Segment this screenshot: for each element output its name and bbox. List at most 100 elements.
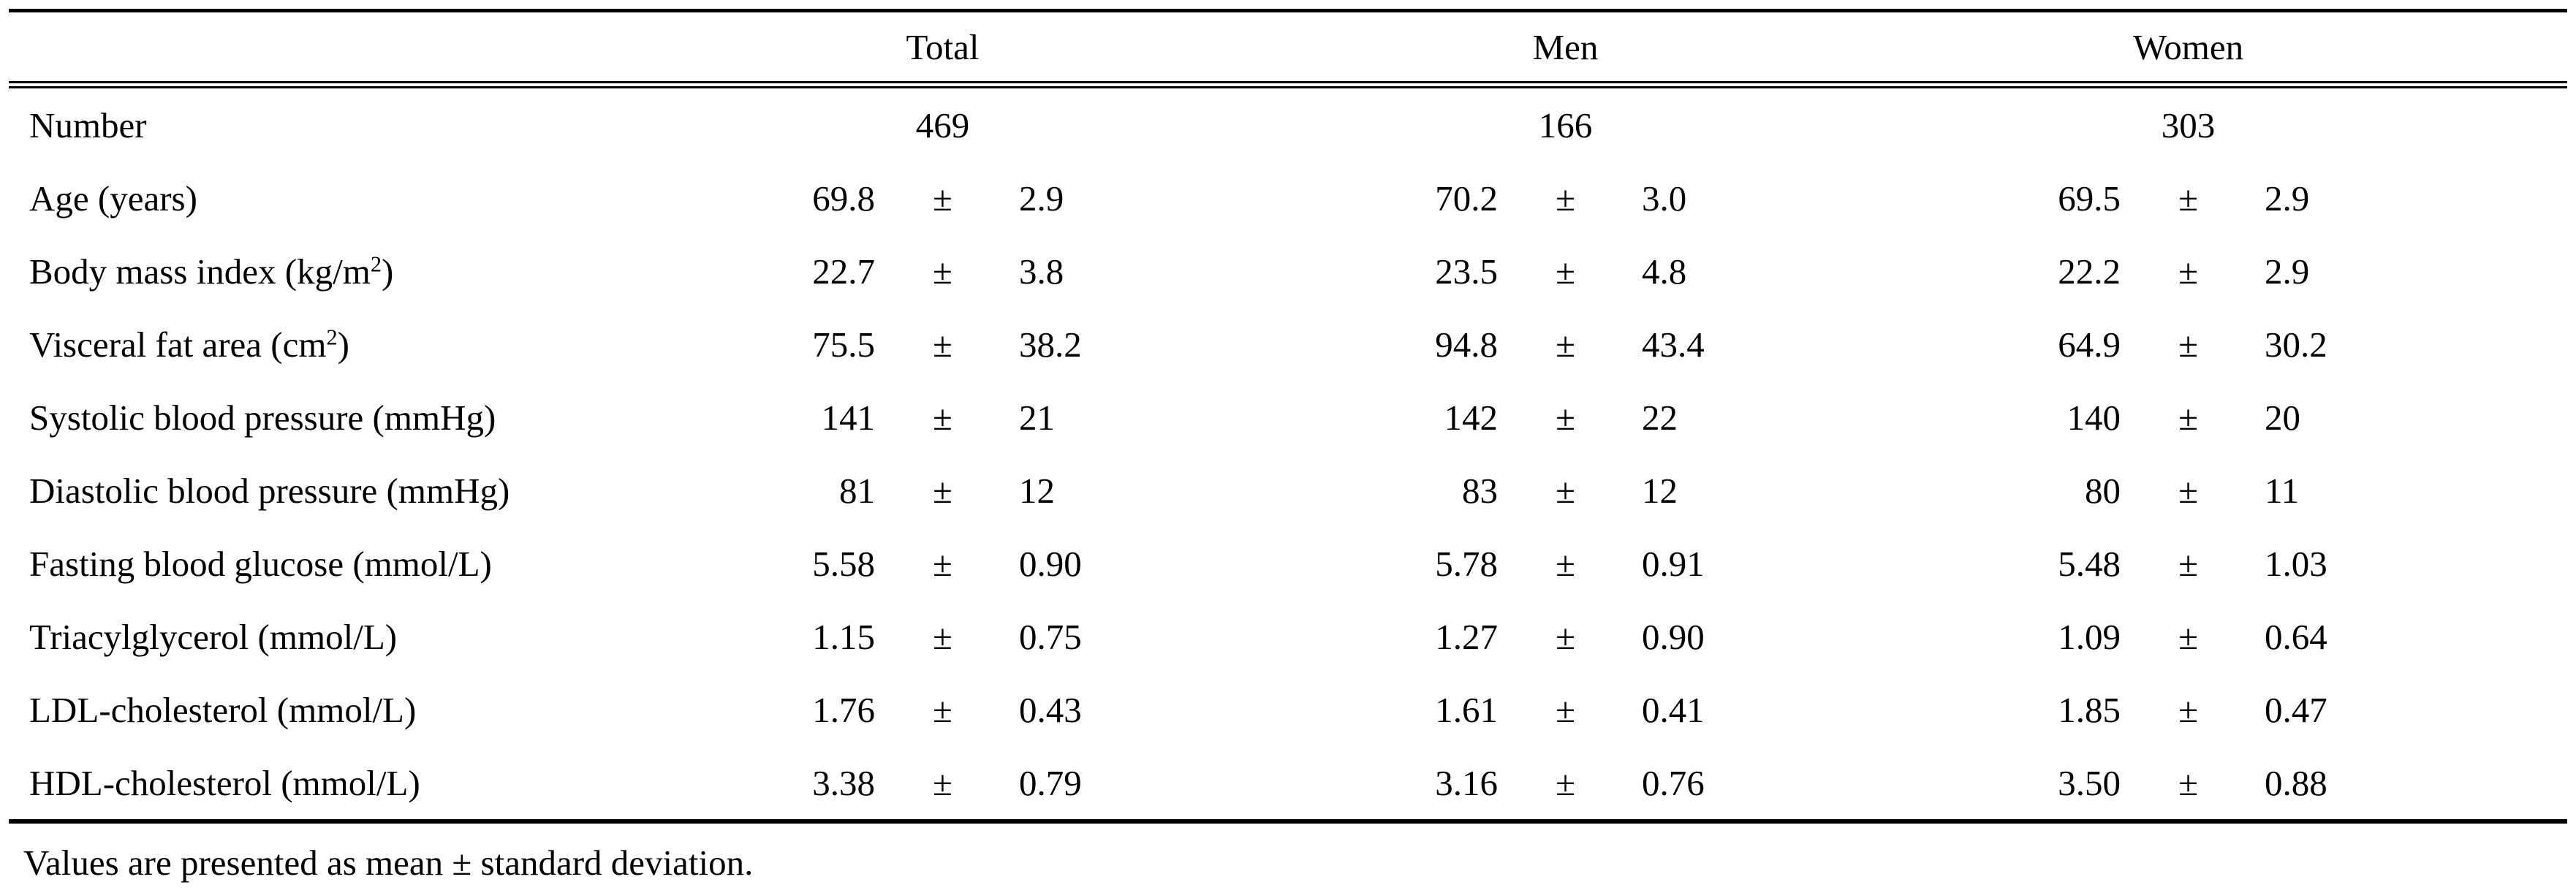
cell-total-mean: 3.38 <box>700 746 904 824</box>
plus-minus: ± <box>1556 324 1575 365</box>
group-header-total: Total <box>700 10 1186 88</box>
plus-minus: ± <box>933 543 952 584</box>
row-label: Triacylglycerol (mmol/L) <box>29 616 398 657</box>
cell-men-mean: 23.5 <box>1435 251 1499 292</box>
plus-minus: ± <box>2178 470 2198 511</box>
table-row: Fasting blood glucose (mmol/L) 5.58 ± 0.… <box>9 527 2567 600</box>
header-gap <box>1808 10 1946 88</box>
cell-men-mean: 1.27 <box>1435 616 1499 657</box>
cell-men-mean: 94.8 <box>1435 324 1499 365</box>
cell-total-sd: 2.9 <box>1019 178 1064 218</box>
row-label: Systolic blood pressure (mmHg) <box>29 397 496 438</box>
plus-minus: ± <box>1556 397 1575 438</box>
cell-total-sd: 3.8 <box>1019 251 1064 292</box>
cell-total-mean: 5.58 <box>812 543 875 584</box>
cell-women-sd: 11 <box>2265 470 2300 511</box>
cell-number-women: 303 <box>2161 104 2216 145</box>
plus-minus: ± <box>2178 251 2198 292</box>
table-row: Diastolic blood pressure (mmHg) 81 ± 12 … <box>9 454 2567 527</box>
row-label: Age (years) <box>29 178 197 218</box>
row-label: Visceral fat area (cm2) <box>29 324 349 365</box>
cell-women-mean: 69.5 <box>2058 178 2121 218</box>
plus-minus: ± <box>2178 324 2198 365</box>
plus-minus: ± <box>933 251 952 292</box>
cell-men-mean: 142 <box>1444 397 1499 438</box>
plus-minus: ± <box>1556 251 1575 292</box>
cell-total-mean: 1.15 <box>812 616 875 657</box>
cell-total-mean: 1.76 <box>812 689 875 730</box>
header-row: Total Men Women <box>9 10 2568 88</box>
table-row: Age (years) 69.8 ± 2.9 70.2 ± 3.0 69.5 ±… <box>9 162 2567 235</box>
header-gap <box>2431 10 2568 88</box>
plus-minus: ± <box>1556 178 1575 218</box>
header-gap <box>1186 10 1323 88</box>
plus-minus: ± <box>933 470 952 511</box>
cell-total-mean: 81 <box>839 470 875 511</box>
cell-total-mean: 75.5 <box>812 324 875 365</box>
table-row: Triacylglycerol (mmol/L) 1.15 ± 0.75 1.2… <box>9 600 2567 673</box>
characteristics-table: Total Men Women Number 469 166 303 Age (… <box>9 9 2568 824</box>
cell-men-sd: 0.90 <box>1642 616 1705 657</box>
plus-minus: ± <box>1556 689 1575 730</box>
cell-men-mean: 1.61 <box>1435 689 1499 730</box>
cell-total-sd: 21 <box>1019 397 1055 438</box>
cell-total-sd: 0.43 <box>1019 689 1082 730</box>
plus-minus: ± <box>2178 543 2198 584</box>
cell-men-mean: 5.78 <box>1435 543 1499 584</box>
group-header-men: Men <box>1322 10 1809 88</box>
cell-women-mean: 1.85 <box>2058 689 2121 730</box>
cell-total-sd: 0.79 <box>981 746 1186 824</box>
plus-minus: ± <box>933 397 952 438</box>
cell-men-sd: 0.91 <box>1642 543 1705 584</box>
cell-total-sd: 0.75 <box>1019 616 1082 657</box>
cell-total-mean: 141 <box>821 397 876 438</box>
table-row: HDL-cholesterol (mmol/L) 3.38 ± 0.79 3.1… <box>9 746 2568 824</box>
cell-women-sd: 30.2 <box>2265 324 2327 365</box>
table-footnote: Values are presented as mean ± standard … <box>23 843 754 883</box>
cell-total-mean: 69.8 <box>812 178 875 218</box>
cell-women-sd: 2.9 <box>2265 251 2310 292</box>
cell-women-sd: 20 <box>2265 397 2301 438</box>
cell-total-sd: 12 <box>1019 470 1055 511</box>
plus-minus: ± <box>933 689 952 730</box>
cell-women-sd: 0.88 <box>2227 746 2432 824</box>
cell-total-mean: 22.7 <box>812 251 875 292</box>
label-superscript: 2 <box>326 324 338 349</box>
label-superscript: 2 <box>370 251 382 276</box>
cell-total-sd: 0.90 <box>1019 543 1082 584</box>
number-row: Number 469 166 303 <box>9 85 2567 162</box>
cell-women-mean: 3.50 <box>1945 746 2151 824</box>
plus-minus: ± <box>1556 616 1575 657</box>
plus-minus: ± <box>933 616 952 657</box>
cell-number-total: 469 <box>915 104 970 145</box>
cell-women-mean: 80 <box>2085 470 2121 511</box>
cell-women-mean: 22.2 <box>2058 251 2121 292</box>
row-label: LDL-cholesterol (mmol/L) <box>29 689 417 730</box>
plus-minus: ± <box>933 324 952 365</box>
row-label: Number <box>29 104 147 145</box>
plus-minus: ± <box>933 178 952 218</box>
cell-men-mean: 83 <box>1462 470 1499 511</box>
row-label: Diastolic blood pressure (mmHg) <box>29 470 510 511</box>
table-row: Systolic blood pressure (mmHg) 141 ± 21 … <box>9 381 2567 454</box>
cell-women-mean: 1.09 <box>2058 616 2121 657</box>
cell-men-sd: 12 <box>1642 470 1678 511</box>
cell-men-sd: 22 <box>1642 397 1678 438</box>
cell-number-men: 166 <box>1538 104 1593 145</box>
row-label: HDL-cholesterol (mmol/L) <box>9 746 700 824</box>
plus-minus: ± <box>904 746 981 824</box>
row-label: Body mass index (kg/m2) <box>29 251 394 292</box>
cell-men-mean: 70.2 <box>1435 178 1499 218</box>
plus-minus: ± <box>1527 746 1605 824</box>
cell-women-sd: 2.9 <box>2265 178 2310 218</box>
cell-women-sd: 1.03 <box>2265 543 2327 584</box>
plus-minus: ± <box>2178 178 2198 218</box>
plus-minus: ± <box>2178 689 2198 730</box>
table-row: Body mass index (kg/m2) 22.7 ± 3.8 23.5 … <box>9 235 2567 308</box>
cell-men-sd: 4.8 <box>1642 251 1687 292</box>
table-row: LDL-cholesterol (mmol/L) 1.76 ± 0.43 1.6… <box>9 673 2567 746</box>
group-header-women: Women <box>1945 10 2432 88</box>
plus-minus: ± <box>1556 543 1575 584</box>
plus-minus: ± <box>1556 470 1575 511</box>
